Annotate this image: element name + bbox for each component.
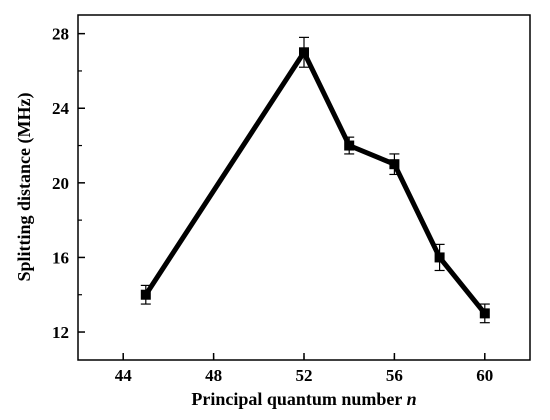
x-tick-label: 56 — [386, 366, 403, 385]
data-point — [344, 140, 355, 151]
x-axis-title-variable: n — [407, 389, 417, 409]
y-tick-label: 20 — [52, 174, 69, 193]
x-axis-ticks: 44 48 52 56 60 — [115, 353, 493, 385]
x-tick-label: 48 — [205, 366, 222, 385]
data-point — [140, 289, 151, 300]
x-tick-label: 52 — [296, 366, 313, 385]
data-point — [434, 252, 445, 263]
y-tick-label: 28 — [52, 25, 69, 44]
y-tick-label: 24 — [52, 99, 70, 118]
x-tick-label: 60 — [476, 366, 493, 385]
data-point — [389, 159, 400, 170]
data-point — [299, 47, 309, 58]
y-axis-ticks: 12 16 20 24 28 — [52, 25, 85, 342]
y-tick-label: 12 — [52, 323, 69, 342]
series-line — [143, 49, 487, 315]
x-tick-label: 44 — [115, 366, 133, 385]
y-axis-title: Splitting distance (MHz) — [14, 93, 35, 282]
y-tick-label: 16 — [52, 248, 69, 267]
x-axis-title: Principal quantum number n — [191, 389, 416, 409]
data-point — [479, 308, 490, 319]
x-axis-title-text: Principal quantum number — [191, 389, 402, 409]
series-layer — [140, 36, 490, 324]
